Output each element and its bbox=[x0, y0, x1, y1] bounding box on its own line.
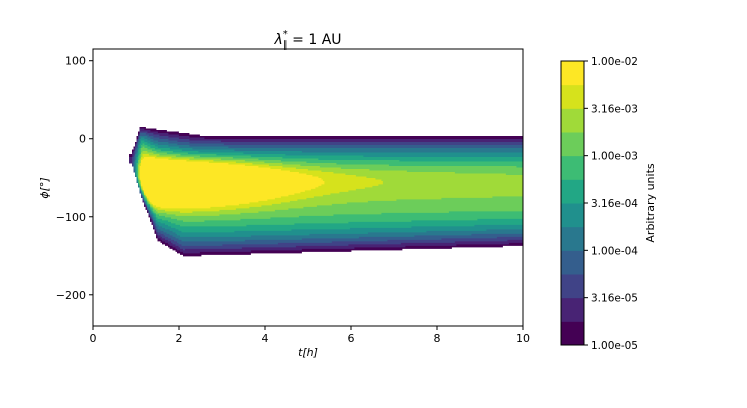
colorbar-tick-label: 1.00e-03 bbox=[591, 151, 638, 163]
y-tick-label: 0 bbox=[79, 133, 86, 146]
x-axis: 0 2 4 6 8 10 bbox=[90, 326, 530, 345]
colorbar: 1.00e-02 3.16e-03 1.00e-03 3.16e-04 1.00e-04… bbox=[560, 56, 657, 352]
colorbar-bands bbox=[561, 61, 584, 346]
colorbar-band bbox=[561, 297, 584, 322]
title-symbol: λ bbox=[273, 32, 282, 48]
axes-frame bbox=[92, 48, 524, 327]
x-tick-label: 6 bbox=[348, 332, 355, 345]
colorbar-band bbox=[561, 203, 584, 228]
plot-area: 0 2 4 6 8 10 100 0 −100 −200 bbox=[56, 48, 530, 345]
colorbar-tick-label: 3.16e-03 bbox=[591, 103, 638, 115]
colorbar-tick-label: 1.00e-05 bbox=[591, 340, 638, 352]
colorbar-tick-label: 1.00e-02 bbox=[591, 56, 638, 68]
colorbar-band bbox=[561, 132, 584, 157]
y-tick-label: 100 bbox=[65, 55, 86, 68]
colorbar-band bbox=[561, 179, 584, 204]
colorbar-tick-label: 3.16e-05 bbox=[591, 293, 638, 305]
colorbar-band bbox=[561, 155, 584, 180]
y-axis-label: ϕ[°] bbox=[38, 177, 51, 198]
x-tick-label: 10 bbox=[516, 332, 530, 345]
colorbar-tick-label: 1.00e-04 bbox=[591, 245, 638, 257]
x-tick-label: 2 bbox=[176, 332, 183, 345]
contour-layer bbox=[129, 127, 523, 257]
title-superscript: * bbox=[283, 29, 288, 40]
x-tick-label: 8 bbox=[434, 332, 441, 345]
colorbar-band bbox=[561, 250, 584, 275]
colorbar-ticks: 1.00e-02 3.16e-03 1.00e-03 3.16e-04 1.00e-04… bbox=[584, 56, 638, 352]
colorbar-band bbox=[561, 274, 584, 299]
contour-level-12 bbox=[139, 157, 325, 209]
y-tick-label: −100 bbox=[56, 211, 86, 224]
y-tick-label: −200 bbox=[56, 289, 86, 302]
x-axis-label: t[h] bbox=[298, 346, 318, 359]
colorbar-band bbox=[561, 108, 584, 133]
chart-title: λ∥* = 1 AU bbox=[273, 29, 341, 51]
colorbar-band bbox=[561, 321, 584, 346]
x-tick-label: 0 bbox=[90, 332, 97, 345]
title-rest: = 1 AU bbox=[288, 32, 342, 48]
colorbar-tick-label: 3.16e-04 bbox=[591, 198, 638, 210]
colorbar-band bbox=[561, 61, 584, 86]
colorbar-band bbox=[561, 226, 584, 251]
colorbar-band bbox=[561, 84, 584, 109]
x-tick-label: 4 bbox=[262, 332, 269, 345]
y-axis: 100 0 −100 −200 bbox=[56, 55, 93, 302]
title-subscript: ∥ bbox=[283, 40, 288, 51]
colorbar-label: Arbitrary units bbox=[644, 163, 657, 243]
